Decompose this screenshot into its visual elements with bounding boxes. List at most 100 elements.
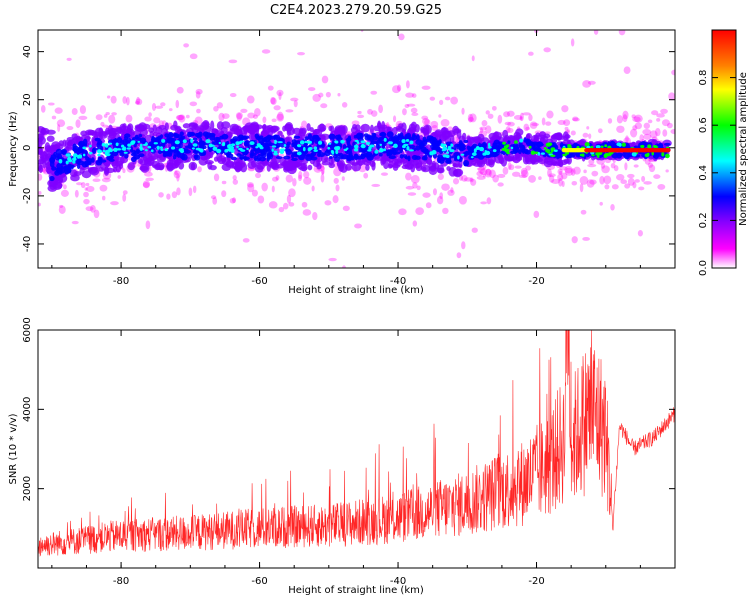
heatmap-cell [72, 153, 78, 158]
heatmap-cell [335, 184, 340, 192]
heatmap-cell [440, 143, 444, 147]
heatmap-cell [319, 123, 325, 131]
heatmap-cell [194, 154, 201, 161]
heatmap-cell [530, 150, 536, 155]
heatmap-cell [482, 173, 486, 178]
heatmap-cell [467, 113, 474, 123]
heatmap-cell [545, 148, 551, 153]
heatmap-cell [521, 169, 529, 178]
heatmap-cell [214, 129, 219, 135]
spectrogram-panel: -80 -60 -40 -20 -40 -20 0 20 40 Height of straig… [8, 24, 676, 296]
heatmap-cell [445, 158, 452, 164]
heatmap-cell [543, 47, 551, 53]
heatmap-cell [303, 176, 312, 185]
heatmap-cell [205, 139, 211, 144]
heatmap-cell [283, 155, 291, 160]
heatmap-cell [302, 209, 312, 216]
heatmap-cell [258, 137, 265, 143]
heatmap-cell [653, 151, 659, 157]
heatmap-cell [196, 108, 201, 114]
heatmap-cell [69, 169, 78, 177]
heatmap-cell [296, 144, 301, 147]
heatmap-cell [255, 146, 259, 149]
x-tick-label: -60 [251, 276, 267, 287]
heatmap-cell [392, 85, 401, 94]
heatmap-cell [525, 132, 533, 139]
heatmap-cell [276, 163, 285, 169]
heatmap-cell [357, 114, 365, 119]
heatmap-cell [430, 143, 437, 150]
heatmap-cell [647, 162, 654, 168]
heatmap-cell [410, 174, 420, 184]
heatmap-cell [383, 137, 387, 142]
heatmap-cell [488, 132, 498, 141]
heatmap-cell [176, 114, 185, 121]
heatmap-cell [91, 157, 95, 163]
heatmap-cell [176, 187, 181, 196]
heatmap-cell [174, 125, 182, 134]
heatmap-cell [426, 156, 432, 166]
heatmap-cell [246, 182, 254, 188]
heatmap-cell [246, 147, 249, 150]
heatmap-cell [550, 154, 556, 157]
heatmap-cell [537, 151, 541, 156]
spectrogram-ticks: -80 -60 -40 -20 -40 -20 0 20 40 [22, 30, 676, 287]
heatmap-cell [335, 149, 339, 155]
heatmap-cell [360, 123, 371, 133]
x-tick-label: -60 [251, 576, 267, 587]
heatmap-cell [105, 153, 111, 157]
heatmap-cell [378, 152, 383, 157]
heatmap-cell [643, 181, 652, 185]
heatmap-cell [169, 137, 177, 143]
heatmap-cell [422, 148, 429, 154]
heatmap-cell [500, 157, 508, 167]
heatmap-cell [88, 151, 93, 155]
heatmap-cell [43, 24, 46, 28]
heatmap-cell [473, 148, 477, 153]
heatmap-cell [514, 140, 518, 144]
heatmap-cell [406, 103, 416, 107]
heatmap-cell [277, 141, 283, 144]
heatmap-cell [63, 184, 67, 190]
heatmap-cell [469, 177, 474, 183]
heatmap-cell [76, 163, 81, 170]
heatmap-cell [134, 134, 139, 140]
heatmap-cell [277, 130, 283, 136]
heatmap-cell [424, 119, 431, 126]
heatmap-cell [624, 183, 631, 189]
heatmap-cell [236, 145, 239, 148]
heatmap-cell [124, 133, 131, 138]
heatmap-cell [247, 112, 256, 119]
heatmap-cell [291, 151, 299, 155]
heatmap-cell [507, 162, 512, 171]
heatmap-cell [240, 135, 248, 141]
heatmap-cell [288, 202, 295, 207]
heatmap-cell [531, 143, 536, 150]
heatmap-cell [512, 142, 519, 149]
heatmap-cell [216, 102, 224, 109]
heatmap-cell [520, 167, 528, 176]
heatmap-cell [216, 148, 222, 154]
heatmap-cell [130, 152, 137, 157]
heatmap-cell [562, 153, 567, 157]
heatmap-cell [633, 164, 639, 168]
heatmap-cell [613, 165, 619, 172]
figure-title: C2E4.2023.279.20.59.G25 [270, 3, 442, 18]
heatmap-cell [51, 166, 57, 171]
heatmap-cell [479, 146, 485, 152]
heatmap-cell [116, 148, 122, 151]
heatmap-cell [51, 115, 57, 120]
heatmap-cell [221, 163, 232, 171]
heatmap-cell [475, 146, 481, 150]
heatmap-cell [166, 193, 171, 200]
heatmap-cell [543, 157, 549, 164]
heatmap-cell [405, 138, 410, 142]
heatmap-cell [519, 138, 524, 143]
heatmap-cell [105, 112, 110, 116]
heatmap-cell [145, 177, 154, 182]
heatmap-cell [354, 139, 359, 142]
y-tick-label: 4000 [22, 397, 33, 422]
heatmap-cell [485, 168, 492, 176]
heatmap-cell [566, 129, 571, 133]
heatmap-cell [270, 96, 276, 105]
